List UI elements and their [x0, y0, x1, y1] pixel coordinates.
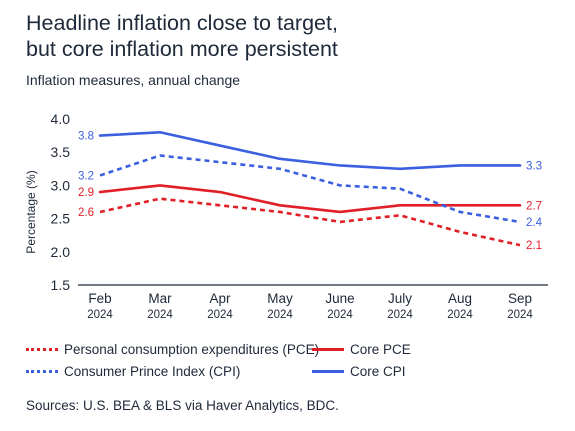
- x-tick-label-month: May: [267, 291, 293, 306]
- x-tick-label-month: June: [325, 291, 354, 306]
- x-tick-label-month: Feb: [88, 291, 111, 306]
- chart-title-line-1: Headline inflation close to target,: [26, 11, 338, 35]
- y-tick-label: 2.0: [51, 244, 71, 260]
- data-label-end: 2.1: [526, 240, 542, 252]
- legend-item-core-pce: Core PCE: [312, 342, 411, 357]
- legend-item-pce: Personal consumption expenditures (PCE): [26, 342, 319, 357]
- y-tick-label: 1.5: [51, 277, 71, 293]
- series-line-3: [98, 130, 522, 171]
- legend-swatch-core-cpi: [312, 370, 344, 373]
- x-tick-label-month: July: [388, 291, 412, 306]
- legend-label-pce: Personal consumption expenditures (PCE): [64, 342, 320, 357]
- chart-title: Headline inflation close to target, but …: [26, 10, 546, 62]
- chart-subtitle: Inflation measures, annual change: [26, 72, 241, 88]
- y-tick-label: 4.0: [51, 111, 71, 127]
- x-tick-label-year: 2024: [447, 309, 473, 321]
- x-tick-label-year: 2024: [507, 309, 533, 321]
- y-tick-label: 3.5: [51, 144, 71, 160]
- y-tick-label: 3.0: [51, 177, 71, 193]
- legend-label-core-pce: Core PCE: [350, 342, 411, 357]
- source-note: Sources: U.S. BEA & BLS via Haver Analyt…: [26, 398, 339, 413]
- data-label-start: 3.2: [78, 170, 94, 182]
- series-line-0: [99, 197, 521, 247]
- x-tick-label-month: Sep: [508, 291, 532, 306]
- x-tick-label-month: Apr: [209, 291, 231, 306]
- x-tick-label-year: 2024: [147, 309, 173, 321]
- data-label-end: 2.7: [526, 200, 542, 212]
- x-tick-label-year: 2024: [387, 309, 413, 321]
- legend-swatch-core-pce: [312, 348, 344, 351]
- series-line-2: [99, 154, 521, 224]
- x-tick-label-year: 2024: [267, 309, 293, 321]
- legend-label-core-cpi: Core CPI: [350, 364, 406, 379]
- series-line-1: [98, 184, 522, 214]
- y-axis-title: Percentage (%): [24, 170, 38, 253]
- legend-swatch-pce: [26, 348, 58, 351]
- data-label-start: 2.6: [78, 207, 94, 219]
- legend-label-cpi: Consumer Prince Index (CPI): [64, 364, 241, 379]
- x-tick-label-year: 2024: [207, 309, 233, 321]
- x-tick-label-year: 2024: [327, 309, 353, 321]
- data-label-end: 2.4: [526, 217, 543, 229]
- x-tick-label-year: 2024: [87, 309, 113, 321]
- data-label-start: 2.9: [78, 187, 94, 199]
- chart-title-line-2: but core inflation more persistent: [26, 37, 338, 61]
- y-tick-label: 2.5: [51, 211, 71, 227]
- legend-swatch-cpi: [26, 370, 58, 373]
- data-label-start: 3.8: [78, 131, 94, 143]
- data-label-end: 3.3: [526, 160, 542, 172]
- x-tick-label-month: Mar: [148, 291, 172, 306]
- legend-item-cpi: Consumer Prince Index (CPI): [26, 364, 240, 379]
- legend-item-core-cpi: Core CPI: [312, 364, 406, 379]
- x-tick-label-month: Aug: [448, 291, 472, 306]
